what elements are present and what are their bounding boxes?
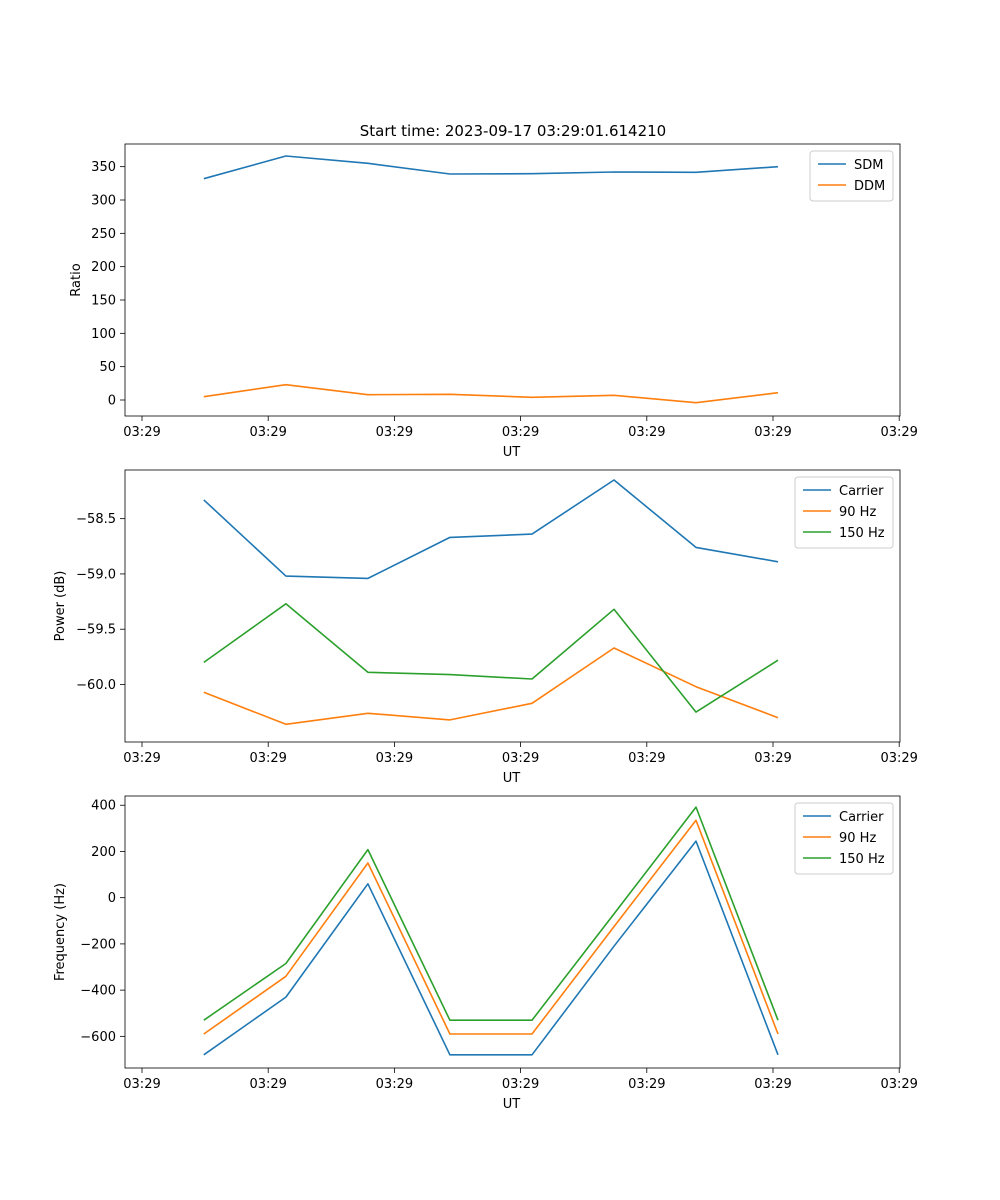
- x-axis-label: UT: [503, 445, 521, 460]
- x-tick-label: 03:29: [628, 1077, 665, 1092]
- y-tick-label: −400: [80, 984, 116, 999]
- x-tick-label: 03:29: [880, 425, 917, 440]
- y-tick-label: 0: [108, 394, 116, 409]
- series-line-150-hz: [203, 602, 779, 713]
- y-tick-label: −59.0: [76, 567, 116, 582]
- chart-panel-1: 03:2903:2903:2903:2903:2903:2903:2903:30…: [69, 143, 918, 460]
- plot-area-frame: [124, 795, 901, 1069]
- x-tick-label: 03:29: [249, 751, 286, 766]
- y-axis-label: Ratio: [69, 263, 84, 296]
- series-line-150-hz: [203, 806, 779, 1022]
- plot-area-frame: [124, 469, 901, 743]
- series-line-90-hz: [203, 819, 779, 1035]
- legend-box: [794, 476, 894, 549]
- x-tick-label: 03:29: [754, 1077, 791, 1092]
- series-line-sdm: [203, 155, 779, 180]
- y-tick-label: 150: [91, 294, 116, 309]
- legend: SDM DDM: [809, 150, 894, 202]
- x-tick-label: 03:29: [502, 1077, 539, 1092]
- y-tick-label: 50: [99, 360, 116, 375]
- x-tick-label: 03:29: [754, 751, 791, 766]
- x-tick-label: 03:29: [880, 1077, 917, 1092]
- x-tick-label: 03:29: [123, 425, 160, 440]
- x-tick-label: 03:29: [628, 751, 665, 766]
- y-tick-label: 250: [91, 227, 116, 242]
- series-line-ddm: [203, 383, 779, 404]
- plot-area-frame: [124, 143, 901, 417]
- y-tick-label: 0: [108, 891, 116, 906]
- legend-label: 90 Hz: [839, 505, 876, 520]
- y-tick-label: 100: [91, 327, 116, 342]
- x-tick-label: 03:29: [880, 751, 917, 766]
- x-tick-label: 03:29: [249, 425, 286, 440]
- legend-label: 150 Hz: [839, 852, 885, 867]
- chart-panels: 03:2903:2903:2903:2903:2903:2903:2903:30…: [53, 143, 918, 1112]
- x-axis-label: UT: [503, 1097, 521, 1112]
- y-tick-label: 200: [91, 260, 116, 275]
- x-tick-label: 03:29: [754, 425, 791, 440]
- chart-panel-3: 03:2903:2903:2903:2903:2903:2903:2903:30…: [53, 795, 918, 1112]
- x-tick-label: 03:29: [376, 1077, 413, 1092]
- x-tick-label: 03:29: [376, 425, 413, 440]
- series-line-90-hz: [203, 647, 779, 726]
- legend-label: 150 Hz: [839, 526, 885, 541]
- x-axis-label: UT: [503, 771, 521, 786]
- legend-label: SDM: [854, 158, 883, 173]
- y-tick-label: −200: [80, 937, 116, 952]
- x-tick-label: 03:29: [123, 751, 160, 766]
- y-tick-label: −600: [80, 1030, 116, 1045]
- y-axis-label: Frequency (Hz): [53, 883, 68, 981]
- chart-panel-2: 03:2903:2903:2903:2903:2903:2903:2903:30…: [53, 469, 918, 786]
- series-line-carrier: [203, 840, 779, 1056]
- x-tick-label: 03:29: [502, 425, 539, 440]
- figure-title: Start time: 2023-09-17 03:29:01.614210: [360, 122, 666, 140]
- x-tick-label: 03:29: [628, 425, 665, 440]
- series-line-carrier: [203, 479, 779, 580]
- legend-label: Carrier: [839, 810, 884, 825]
- x-tick-label: 03:29: [249, 1077, 286, 1092]
- y-tick-label: 200: [91, 845, 116, 860]
- y-tick-label: 400: [91, 799, 116, 814]
- legend-label: Carrier: [839, 484, 884, 499]
- x-tick-label: 03:29: [376, 751, 413, 766]
- legend: Carrier 90 Hz 150 Hz: [794, 476, 894, 549]
- legend-label: DDM: [854, 179, 885, 194]
- legend-box: [794, 802, 894, 875]
- x-tick-label: 03:29: [502, 751, 539, 766]
- y-tick-label: 300: [91, 194, 116, 209]
- y-tick-label: −58.5: [76, 512, 116, 527]
- y-axis-label: Power (dB): [53, 571, 68, 642]
- legend-label: 90 Hz: [839, 831, 876, 846]
- x-tick-label: 03:29: [123, 1077, 160, 1092]
- y-tick-label: −60.0: [76, 678, 116, 693]
- y-tick-label: −59.5: [76, 623, 116, 638]
- legend: Carrier 90 Hz 150 Hz: [794, 802, 894, 875]
- y-tick-label: 350: [91, 160, 116, 175]
